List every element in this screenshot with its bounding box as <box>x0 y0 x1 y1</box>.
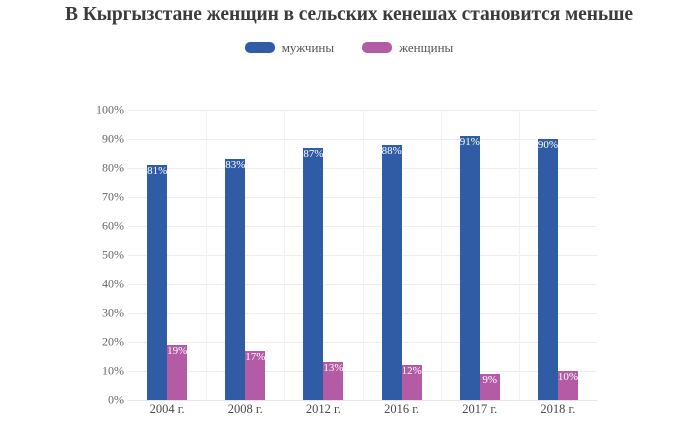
gridline <box>128 400 597 401</box>
y-axis-tick-label: 60% <box>102 218 124 233</box>
category-separator <box>362 110 364 400</box>
bar-value-label: 19% <box>167 345 188 357</box>
y-axis-labels: 0% 10% 20% 30% 40% 50% 60% 70% 80% 90% 100% <box>82 103 124 407</box>
x-axis-tick-label: 2017 г. <box>462 402 498 416</box>
bar-value-label: 83% <box>225 160 246 172</box>
category-separator <box>284 110 286 400</box>
x-axis-tick-label: 2012 г. <box>305 402 341 416</box>
x-axis-tick-label: 2016 г. <box>384 402 420 416</box>
category-separator <box>440 110 442 400</box>
bar-value-label: 10% <box>557 372 578 383</box>
bar-women[interactable]: 19% <box>167 344 188 400</box>
bar-value-label: 87% <box>303 148 324 160</box>
x-axis-tick-label: 2018 г. <box>540 402 576 416</box>
plot-gridlines <box>128 110 597 401</box>
bar-value-label: 88% <box>381 145 402 157</box>
bar-women[interactable]: 10% <box>557 371 578 400</box>
bar-value-label: 9% <box>482 374 498 386</box>
bar-group: 81% 19% <box>128 110 206 400</box>
y-axis-tick-label: 50% <box>102 247 124 262</box>
y-axis-tick-label: 70% <box>102 189 124 204</box>
bar-value-label: 81% <box>147 166 168 178</box>
y-axis-tick-label: 100% <box>96 102 124 117</box>
bar-value-label: 17% <box>245 351 266 363</box>
bar-value-label: 91% <box>459 137 480 149</box>
y-axis-tick-label: 80% <box>102 160 124 175</box>
chart-legend: мужчины женщины <box>0 41 698 54</box>
y-axis-tick-label: 30% <box>102 305 124 320</box>
x-axis-tick-label: 2008 г. <box>227 402 263 416</box>
bar-groups: 81% 19% 83% 17% 87% 13% 88% 12% 91% 9% 90% 10% <box>128 110 597 400</box>
bar-women[interactable]: 9% <box>479 373 500 400</box>
legend-swatch-men <box>244 42 275 53</box>
bar-men[interactable]: 87% <box>303 147 324 400</box>
category-separator <box>518 110 520 400</box>
bar-group: 87% 13% <box>284 110 362 400</box>
bar-group: 83% 17% <box>206 110 284 400</box>
bar-group: 88% 12% <box>363 110 441 400</box>
bar-men[interactable]: 88% <box>381 144 402 400</box>
legend-label-men: мужчины <box>281 40 335 55</box>
bar-men[interactable]: 91% <box>459 136 480 400</box>
bar-men[interactable]: 90% <box>537 139 558 400</box>
y-axis-tick-label: 40% <box>102 276 124 291</box>
bar-group: 91% 9% <box>441 110 519 400</box>
bar-value-label: 12% <box>401 366 422 378</box>
y-axis-tick-label: 0% <box>108 392 124 407</box>
y-axis-tick-label: 90% <box>102 131 124 146</box>
bar-women[interactable]: 17% <box>245 350 266 400</box>
bar-value-label: 13% <box>323 363 344 375</box>
chart-title: В Кыргызстане женщин в сельских кенешах … <box>65 4 633 25</box>
bar-women[interactable]: 12% <box>401 365 422 400</box>
legend-item-women[interactable]: женщины <box>362 41 453 54</box>
bar-value-label: 90% <box>537 140 558 151</box>
category-separator <box>206 110 208 400</box>
y-axis-tick-label: 10% <box>102 363 124 378</box>
bar-women[interactable]: 13% <box>323 362 344 400</box>
x-axis-tick-label: 2004 г. <box>149 402 185 416</box>
legend-item-men[interactable]: мужчины <box>244 40 335 55</box>
y-axis-tick-label: 20% <box>102 334 124 349</box>
legend-swatch-women <box>362 42 393 53</box>
x-axis-labels: 2004 г. 2008 г. 2012 г. 2016 г. 2017 г. 2018 … <box>128 402 597 422</box>
legend-label-women: женщины <box>399 40 454 55</box>
bar-men[interactable]: 81% <box>147 165 168 400</box>
bar-men[interactable]: 83% <box>225 159 246 400</box>
bar-group: 90% 10% <box>519 110 597 400</box>
